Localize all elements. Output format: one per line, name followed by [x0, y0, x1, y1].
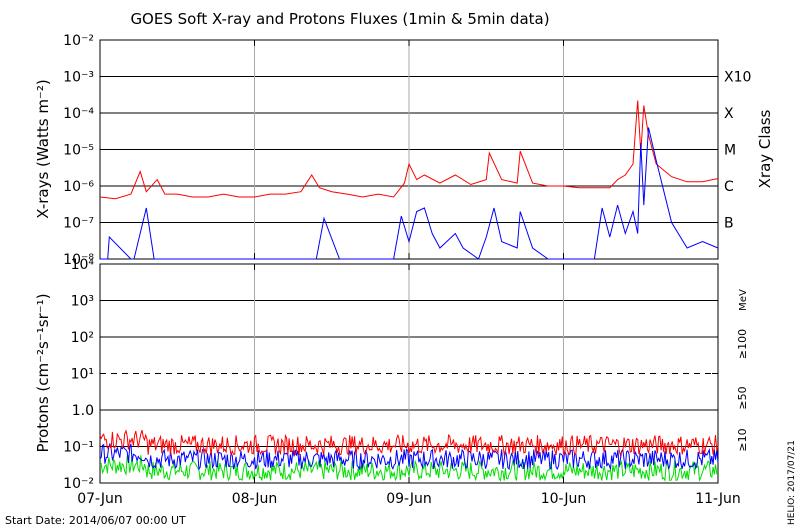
y-tick-label: 10⁻³	[63, 70, 94, 86]
x-tick-label: 09-Jun	[386, 491, 432, 507]
protons-energy-legend: ≥10 ≥50 ≥100	[736, 329, 749, 452]
xray-y-tick-labels: 10⁻⁸ 10⁻⁷ 10⁻⁶ 10⁻⁵ 10⁻⁴ 10⁻³ 10⁻²	[63, 33, 718, 268]
xray-series	[99, 100, 719, 260]
xray-class-x: X	[724, 106, 734, 122]
protons-series	[99, 429, 719, 483]
x-axis-tick-labels: 07-Jun 08-Jun 09-Jun 10-Jun 11-Jun	[77, 40, 741, 507]
proton-series-trace	[99, 429, 719, 457]
y-tick-label: 10⁴	[71, 257, 95, 273]
xray-y-axis-label: X-rays (Watts m⁻²)	[34, 79, 52, 218]
y-tick-label: 10⁻⁴	[63, 106, 94, 122]
xray-grid	[100, 40, 718, 259]
x-tick-label: 11-Jun	[695, 491, 741, 507]
y-tick-label: 10⁻⁶	[63, 179, 94, 195]
protons-y-tick-labels: 10⁻² 10⁻¹ 1.0 10¹ 10² 10³ 10⁴	[63, 257, 718, 492]
xray-class-labels: B C M X X10	[724, 70, 751, 232]
y-tick-label: 10⁻²	[63, 476, 94, 492]
proton-series-trace	[99, 454, 719, 483]
protons-y-axis-label: Protons (cm⁻²s⁻¹sr⁻¹)	[34, 293, 52, 452]
y-tick-label: 10¹	[71, 367, 94, 383]
energy-legend-entry: ≥100	[736, 329, 749, 359]
x-tick-label: 10-Jun	[541, 491, 587, 507]
energy-legend-entry: ≥10	[736, 428, 749, 451]
protons-energy-unit: MeV	[738, 289, 749, 311]
y-tick-label: 10⁻¹	[63, 440, 94, 456]
y-tick-label: 10³	[71, 294, 94, 310]
chart-title: GOES Soft X-ray and Protons Fluxes (1min…	[130, 10, 549, 28]
credit-label: HELIO: 2017/07/21	[787, 440, 797, 525]
start-date-label: Start Date: 2014/06/07 00:00 UT	[5, 514, 186, 527]
xray-class-m: M	[724, 143, 736, 159]
xray-class-axis-title: Xray Class	[756, 109, 774, 188]
proton-series-trace	[99, 442, 719, 471]
xray-class-b: B	[724, 216, 734, 232]
xray-long-series	[99, 100, 719, 200]
y-tick-label: 10⁻⁸	[63, 252, 94, 268]
y-tick-label: 1.0	[72, 403, 94, 419]
x-tick-label: 08-Jun	[232, 491, 278, 507]
y-tick-label: 10⁻²	[63, 33, 94, 49]
x-tick-label: 07-Jun	[77, 491, 123, 507]
y-tick-label: 10⁻⁵	[63, 143, 94, 159]
xray-short-series	[100, 127, 719, 260]
energy-legend-entry: ≥50	[736, 386, 749, 409]
xray-class-x10: X10	[724, 70, 751, 86]
xray-class-c: C	[724, 179, 734, 195]
y-tick-label: 10²	[71, 330, 94, 346]
protons-panel: 10⁻² 10⁻¹ 1.0 10¹ 10² 10³ 10⁴ ≥10 ≥50 ≥100 Proto…	[34, 40, 749, 507]
xray-panel: 10⁻⁸ 10⁻⁷ 10⁻⁶ 10⁻⁵ 10⁻⁴ 10⁻³ 10⁻² B C M X X10 X-r…	[34, 33, 774, 268]
y-tick-label: 10⁻⁷	[63, 216, 94, 232]
